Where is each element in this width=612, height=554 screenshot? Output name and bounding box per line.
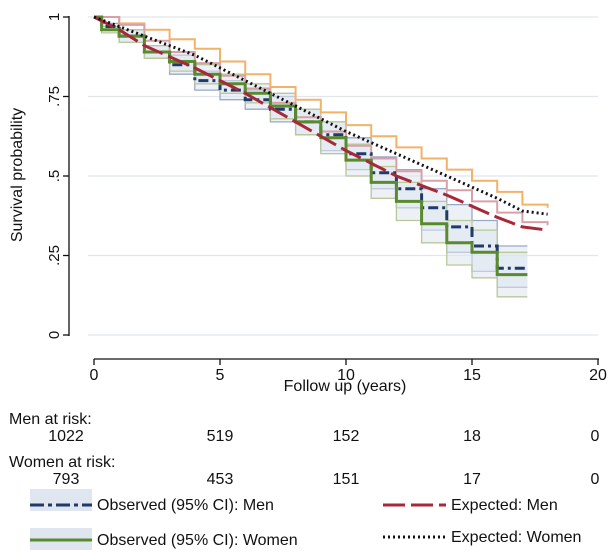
x-axis-label: Follow up (years) [284,378,407,395]
men-at-risk-value: 519 [206,428,234,445]
y-tick-label: 1 [46,13,63,21]
men-at-risk-value: 0 [590,428,600,445]
ci_women-lower [94,16,528,298]
legend-obs-men: Observed (95% CI): Men [97,497,274,514]
women-at-risk-label: Women at risk: [9,454,116,471]
ci-bands [94,16,549,298]
men-at-risk-value: 152 [332,428,360,445]
series-exp-women [93,15,548,216]
series-obs-women [94,15,528,277]
ci_women-band [94,17,528,297]
y-tick-label: .75 [46,86,63,107]
x-tick-label: 5 [216,367,225,384]
ci_men-band [94,17,528,288]
women-at-risk-value: 793 [52,471,80,488]
y-tick-label: 0 [46,331,63,339]
y-tick-label: .5 [46,170,63,183]
women-at-risk-value: 453 [206,471,234,488]
legend-swatch-ci-men [30,489,92,511]
men-at-risk-value: 1022 [48,428,84,445]
y-tick-label: .25 [46,245,63,266]
men-at-risk-label: Men at risk: [9,411,92,428]
women-at-risk-value: 151 [332,471,360,488]
exp-women-envelope [94,16,549,208]
legend-swatches [30,489,446,550]
series-exp-men [93,15,548,232]
women-at-risk-value: 17 [463,471,481,488]
x-tick-label: 20 [589,367,607,384]
y-axis-label: Survival probability [9,108,26,242]
men-at-risk-value: 18 [463,428,481,445]
legend-obs-women: Observed (95% CI): Women [97,532,298,549]
series-lines [93,15,548,277]
x-tick-label: 15 [463,367,481,384]
x-tick-label: 0 [90,367,99,384]
women-at-risk-value: 0 [590,471,600,488]
x-tick-label: 10 [337,367,355,384]
legend-exp-women: Expected: Women [451,529,582,546]
legend-exp-men: Expected: Men [451,497,558,514]
